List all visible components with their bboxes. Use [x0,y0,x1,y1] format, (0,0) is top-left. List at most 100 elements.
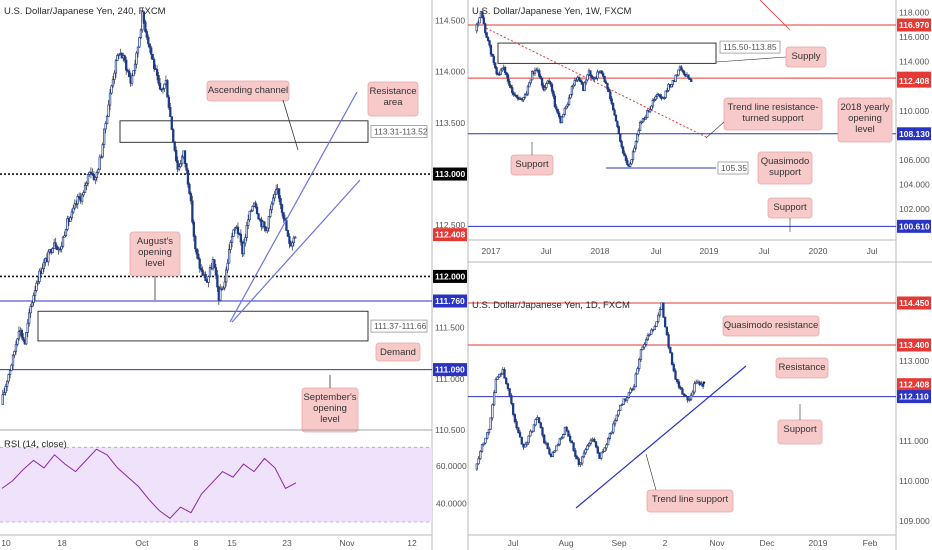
x-tick-label: 2017 [482,246,501,256]
w1-candle [569,93,572,99]
w1-candle [619,133,622,142]
w1-candle [623,152,626,157]
h4-candle [219,288,222,301]
h4-candle [266,227,269,231]
w1-candle [674,74,677,83]
w1-candle [621,146,625,154]
price-label-text: 116.970 [899,20,930,30]
h4-candle [82,192,85,196]
w1-candle [638,122,642,131]
d1-candle [570,440,574,444]
d1-candle [631,388,634,391]
w1-candle [604,81,608,84]
d1-candle [605,444,608,449]
price-label-text: 111.500 [435,323,465,333]
d1-candle [669,346,672,354]
pointer [645,453,657,491]
h4-candle [116,55,119,61]
d1-candle [698,381,701,386]
w1-candle [609,91,612,100]
h4-candle [147,36,150,45]
d1-candle [477,458,480,465]
h4-candle [61,236,65,247]
h4-candle [208,267,212,278]
d1-candle [643,344,646,348]
h4-candle [36,281,40,284]
h4-candle [80,194,84,202]
w1-candle [503,67,507,74]
w1-candle [552,90,555,97]
x-tick-label: 23 [282,538,292,548]
price-label: 110.000 [899,106,929,116]
w1-candle [553,95,557,108]
x-tick-label: Sep [611,538,626,548]
w1-candle [620,141,623,148]
callout-resistance: Resistance [775,357,829,379]
w1-candle [560,116,564,124]
d1-candle [567,430,570,437]
x-tick-label: Oct [135,538,149,548]
d1-candle [638,359,641,369]
w1-candle [631,151,635,160]
w1-candle [611,103,615,111]
w1-candle [562,114,565,118]
zone-label: 111.37-111.66 [374,321,427,331]
w1-candle [513,94,517,96]
callout-quasimodo-resistance: Quasimodo resistance [722,315,820,337]
d1-candle [480,444,484,452]
price-label-bg [897,296,931,310]
price-label-text: 110.500 [435,425,465,435]
d1-candle [660,302,663,310]
w1-candle [556,108,559,114]
h4-candle [267,216,270,229]
callout-trendline-text: Trend line resistance- [728,102,819,113]
h4-candle [269,209,272,218]
price-label-text: 106.000 [899,155,930,165]
d1-candle [513,414,517,422]
w1-candle [543,87,547,91]
h4-candle [166,80,169,98]
pointer [715,56,787,63]
d1-candle [617,410,620,416]
price-label: 106.000 [899,155,930,165]
h4-candle [230,236,234,243]
price-label-bg [433,363,467,377]
d1-candle [586,445,589,450]
w1-candle [636,134,639,142]
d1-candle [696,381,700,384]
d1-candle [608,433,612,439]
w1-candle [482,17,485,25]
price-label-bg [897,127,931,141]
d1-candle [634,373,637,388]
d1-candle [672,364,675,372]
h4-candle [225,269,228,283]
callout-2018-open-box [837,97,893,143]
price-label-bg [897,219,931,233]
h4-candle [172,129,175,143]
h4-candle [89,171,93,174]
h4-candle [244,237,247,244]
h4-candle [83,184,87,193]
h4-candle [144,21,147,32]
h4-candle [185,163,188,171]
d1-candle [662,302,665,318]
d1-candle [539,422,542,429]
h4-candle [136,46,140,54]
price-label-bg [433,294,467,308]
d1-candle [606,438,610,446]
h4-candle [70,211,73,219]
w1-candle [540,78,544,86]
h4-candle [14,343,18,352]
h4-candle [173,141,176,151]
d1-candle [560,437,563,440]
x-tick-label: 15 [227,538,237,548]
d1-candle [536,417,539,420]
d1-candle [575,456,579,460]
h4-candle [85,182,88,186]
callout-resistance-box [775,357,829,379]
price-label-text: 112.408 [435,230,466,240]
h4-candle [257,213,260,220]
h4-candle [28,312,31,324]
w1-candle [539,75,542,79]
